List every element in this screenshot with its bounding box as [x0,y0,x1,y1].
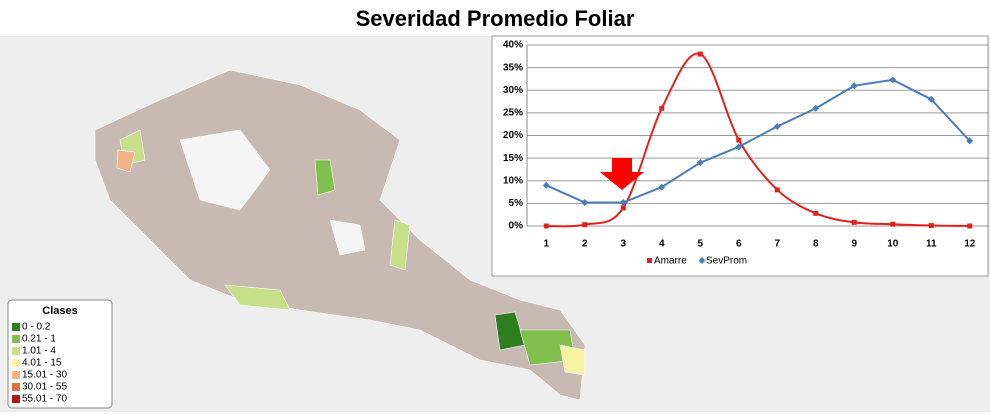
x-tick-label: 3 [620,239,626,250]
legend-label: 0.21 - 1 [22,334,56,345]
map-region [559,344,586,376]
marker [659,105,665,111]
x-tick-label: 5 [697,239,703,250]
map-legend-title: Clases [42,305,77,317]
y-tick-label: 20% [503,130,523,141]
x-tick-label: 8 [813,239,819,250]
x-tick-label: 1 [543,239,549,250]
legend-swatch [12,383,20,391]
x-tick-label: 4 [659,239,665,250]
marker [696,159,704,167]
legend-label: 4.01 - 15 [22,358,62,369]
y-tick-label: 40% [503,40,523,51]
legend-marker [647,258,652,263]
y-tick-label: 0% [509,221,524,232]
marker [812,104,820,112]
legend-label: 1.01 - 4 [22,346,56,357]
marker [542,181,550,189]
y-tick-label: 25% [503,108,523,119]
legend-marker [698,257,706,264]
y-tick-label: 5% [509,198,524,209]
marker [736,137,742,143]
legend-swatch [12,371,20,379]
map-region [329,219,366,256]
title: Severidad Promedio Foliar [356,6,635,31]
marker [850,82,858,90]
marker [967,223,973,229]
map [94,69,586,401]
legend-label: 55.01 - 70 [22,394,67,405]
map-region [389,219,411,271]
legend-label: 30.01 - 55 [22,382,67,393]
marker [620,205,626,211]
marker [966,137,974,145]
y-tick-label: 35% [503,62,523,73]
map-region [179,129,271,211]
map-region [314,159,336,196]
legend-label: 15.01 - 30 [22,370,67,381]
map-region [116,149,136,173]
marker [889,76,897,84]
marker [658,183,666,191]
x-tick-label: 10 [887,239,899,250]
marker [774,187,780,193]
marker [582,222,588,228]
marker [928,223,934,229]
series-line [545,78,971,204]
legend-label: Amarre [654,256,687,267]
x-tick-label: 9 [851,239,857,250]
marker [581,198,589,206]
marker [890,221,896,227]
legend-label: SevProm [706,256,747,267]
legend-swatch [12,359,20,367]
x-tick-label: 2 [582,239,588,250]
legend-swatch [12,347,20,355]
legend-swatch [12,335,20,343]
legend-swatch [12,395,20,403]
y-tick-label: 30% [503,85,523,96]
map-region [224,284,291,311]
marker [697,51,703,57]
x-tick-label: 12 [964,239,976,250]
marker [813,210,819,216]
y-tick-label: 10% [503,175,523,186]
legend-label: 0 - 0.2 [22,322,51,333]
arrow [600,158,644,190]
legend-swatch [12,323,20,331]
marker [927,95,935,103]
x-tick-label: 6 [736,239,742,250]
x-tick-label: 7 [774,239,780,250]
marker [735,143,743,151]
marker [773,122,781,130]
marker [543,223,549,229]
marker [851,219,857,225]
x-tick-label: 11 [926,239,937,250]
chart-box [491,35,989,277]
marker [619,198,627,206]
map-legend [7,299,113,409]
y-tick-label: 15% [503,153,523,164]
